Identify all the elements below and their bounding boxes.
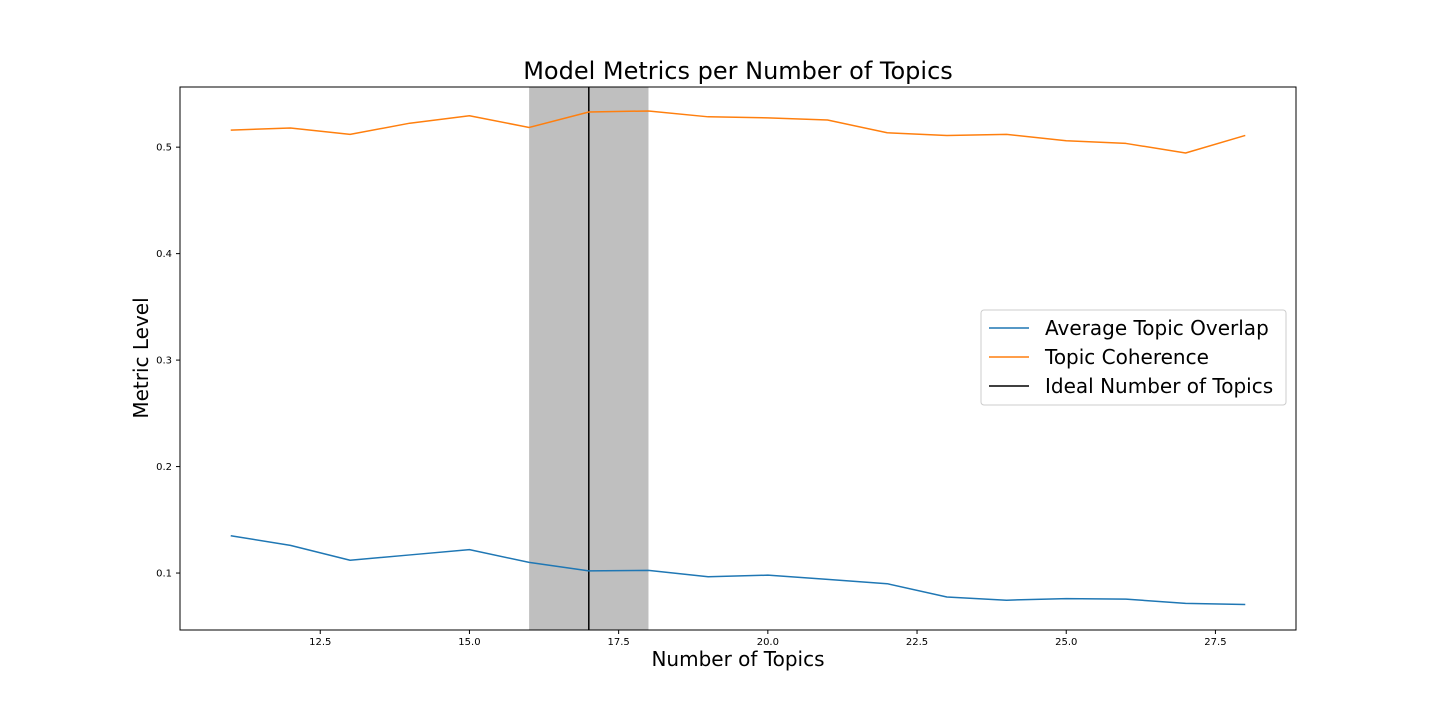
y-tick-label: 0.5 [156, 143, 172, 154]
x-axis-title: Number of Topics [651, 647, 824, 671]
legend-label-ideal: Ideal Number of Topics [1045, 374, 1273, 398]
x-tick-label: 17.5 [608, 637, 630, 648]
plot-frame [179, 86, 1297, 631]
series-line-topic-coherence [230, 110, 1246, 154]
y-tick-label: 0.2 [156, 462, 172, 473]
y-axis-title: Metric Level [129, 297, 153, 418]
series-line-average-topic-overlap [230, 535, 1246, 606]
y-tick-label: 0.3 [156, 356, 172, 367]
x-tick-label: 22.5 [906, 637, 928, 648]
legend: Average Topic Overlap Topic Coherence Id… [980, 309, 1287, 406]
plot-area [230, 87, 1246, 630]
x-tick-label: 12.5 [309, 637, 331, 648]
legend-label-coherence: Topic Coherence [1044, 345, 1209, 369]
y-tick-label: 0.1 [156, 569, 172, 580]
x-tick-label: 15.0 [458, 637, 480, 648]
chart-title: Model Metrics per Number of Topics [523, 57, 953, 85]
y-axis: 0.1 0.2 0.3 0.4 0.5 [156, 143, 180, 580]
x-tick-label: 27.5 [1204, 637, 1226, 648]
x-tick-label: 20.0 [757, 637, 779, 648]
legend-box [980, 309, 1287, 406]
y-tick-label: 0.4 [156, 249, 172, 260]
legend-label-overlap: Average Topic Overlap [1045, 316, 1269, 340]
x-axis: 12.5 15.0 17.5 20.0 22.5 25.0 27.5 [309, 630, 1227, 648]
x-tick-label: 25.0 [1055, 637, 1077, 648]
